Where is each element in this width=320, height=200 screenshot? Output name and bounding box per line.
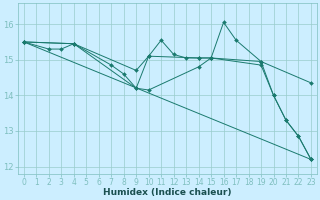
X-axis label: Humidex (Indice chaleur): Humidex (Indice chaleur) — [103, 188, 232, 197]
